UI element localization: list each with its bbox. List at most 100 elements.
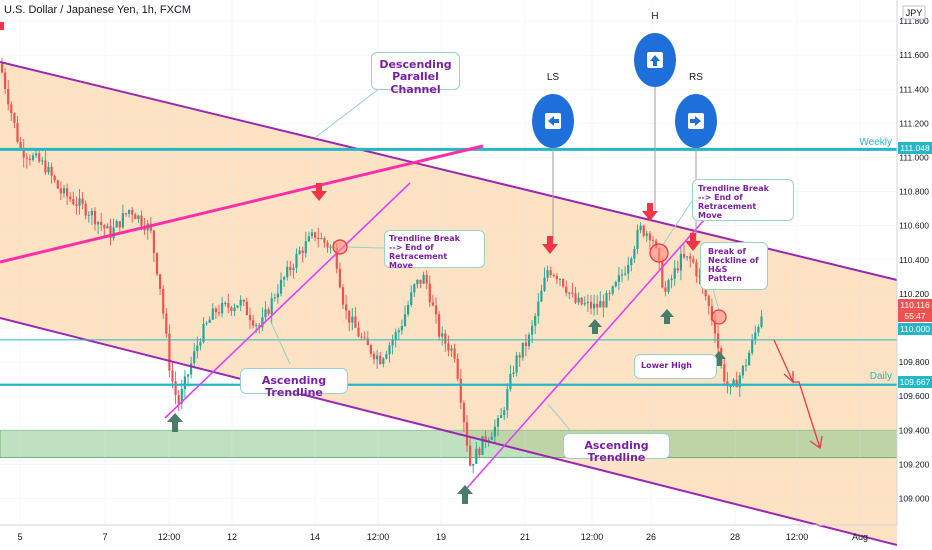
candle-body xyxy=(456,358,459,379)
candle-body xyxy=(109,225,112,239)
candle-body xyxy=(738,375,741,388)
red-down-arrow-icon xyxy=(685,233,701,251)
candle-body xyxy=(493,426,496,437)
candle-body xyxy=(447,343,450,351)
candle-body xyxy=(196,345,199,352)
candle-body xyxy=(304,241,307,254)
candle-body xyxy=(651,240,655,242)
pink-trendline[interactable] xyxy=(0,144,484,264)
candle-body xyxy=(534,315,537,326)
candle-body xyxy=(31,155,35,160)
candle-body xyxy=(537,301,540,316)
candle-body xyxy=(128,209,131,214)
candle-body xyxy=(78,198,81,206)
candle-body xyxy=(568,292,571,294)
candle-body xyxy=(242,300,245,302)
candle-body xyxy=(636,230,639,249)
axis-corner xyxy=(897,525,932,550)
candle-body xyxy=(7,88,10,105)
candle-body xyxy=(379,355,382,364)
candle-body xyxy=(22,148,25,158)
ascending-trendline-callout-2[interactable]: Ascending Trendline xyxy=(563,433,670,464)
candle-body xyxy=(267,309,270,315)
green-up-arrow-icon xyxy=(167,413,183,432)
ascending-trendline-2[interactable] xyxy=(466,201,721,489)
channel-callout[interactable]: Descending Parallel Channel xyxy=(371,52,460,95)
ls-label: LS xyxy=(547,72,560,83)
y-tick-label: 111.000 xyxy=(899,153,929,163)
candle-body xyxy=(221,302,224,314)
candle-body xyxy=(292,267,295,271)
candle-body xyxy=(273,297,276,299)
trendline-break-text-2: Trendline Break --> End of Retracement M… xyxy=(698,184,769,220)
candle-body xyxy=(434,305,438,315)
candle-body xyxy=(465,422,469,446)
trendline-break-callout-1[interactable]: Trendline Break --> End of Retracement M… xyxy=(384,230,485,270)
candle-body xyxy=(450,348,453,351)
candle-body xyxy=(490,436,493,440)
price-tag-label: 55:47 xyxy=(904,311,926,321)
candle-body xyxy=(245,301,248,316)
y-tick-label: 111.200 xyxy=(899,118,929,128)
candle-body xyxy=(19,141,22,149)
candle-body xyxy=(385,354,388,359)
price-axis[interactable] xyxy=(897,0,932,550)
candle-body xyxy=(695,262,698,277)
trendline-break-callout-2[interactable]: Trendline Break --> End of Retracement M… xyxy=(692,179,794,221)
ascending-trendline-1[interactable] xyxy=(164,182,411,419)
candle-body xyxy=(276,293,279,298)
h-label: H xyxy=(651,11,658,22)
candle-body xyxy=(97,221,100,225)
neckline-callout[interactable]: Break of Neckline of H&S Pattern xyxy=(700,242,768,290)
y-tick-label: 109.600 xyxy=(899,391,930,401)
candle-body xyxy=(574,293,577,303)
x-tick-label: 21 xyxy=(520,532,530,542)
candle-body xyxy=(664,287,667,292)
candle-body xyxy=(407,305,410,315)
x-tick-label: 28 xyxy=(730,532,740,542)
candle-body xyxy=(673,268,676,279)
y-tick-label: 111.600 xyxy=(899,50,929,60)
y-tick-label: 109.800 xyxy=(899,357,930,367)
candle-body xyxy=(475,448,478,464)
candle-body xyxy=(748,352,751,366)
candle-body xyxy=(248,315,252,321)
candle-body xyxy=(531,325,534,335)
candle-body xyxy=(348,310,351,323)
candle-body xyxy=(295,253,298,268)
candle-body xyxy=(134,214,137,220)
lower-high-callout[interactable]: Lower High xyxy=(634,354,717,379)
candle-body xyxy=(214,308,217,313)
candle-body xyxy=(47,166,50,173)
ascending-trendline-callout-1[interactable]: Ascending Trendline xyxy=(240,368,348,399)
candle-body xyxy=(394,332,397,340)
candle-body xyxy=(118,221,121,228)
x-axis-ticks: 5 7 12:00 12 14 12:00 19 21 12:00 26 28 12:00 Aug xyxy=(17,532,868,542)
candle-body xyxy=(25,157,28,159)
candle-body xyxy=(320,238,323,240)
candle-body xyxy=(565,286,568,293)
price-tag-label: 109.667 xyxy=(900,377,931,387)
price-tag-bg xyxy=(898,142,932,154)
candle-body xyxy=(159,274,162,289)
candle-body xyxy=(580,297,583,305)
channel-lower-line[interactable] xyxy=(0,317,898,546)
candle-body xyxy=(698,276,701,278)
x-tick-label: 12:00 xyxy=(786,532,809,542)
candle-body xyxy=(53,175,56,181)
rs-badge[interactable] xyxy=(675,94,717,148)
candle-body xyxy=(496,417,500,427)
candle-body xyxy=(518,355,521,358)
candle-body xyxy=(478,448,481,455)
candle-body xyxy=(410,292,413,306)
candle-body xyxy=(360,336,363,338)
price-tag-label: 110.000 xyxy=(900,324,930,334)
currency-badge xyxy=(902,5,926,20)
support-zone xyxy=(0,429,898,458)
candle-body xyxy=(679,253,682,271)
h-badge[interactable] xyxy=(634,33,676,87)
candle-body xyxy=(723,364,726,382)
ls-badge[interactable] xyxy=(532,94,574,148)
